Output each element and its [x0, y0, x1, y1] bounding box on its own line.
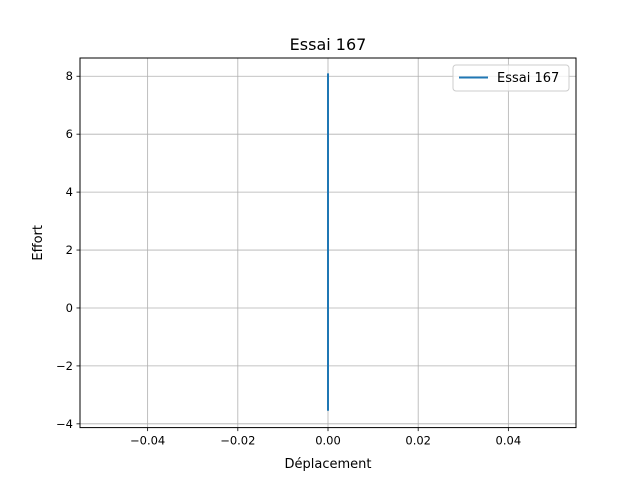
y-tick-label: −4	[56, 417, 73, 431]
x-axis-label: Déplacement	[285, 457, 372, 472]
legend: Essai 167	[452, 64, 570, 92]
y-tick-label: 2	[66, 243, 73, 257]
y-tick-label: 0	[66, 301, 73, 315]
y-tick-label: −2	[56, 359, 73, 373]
axis-ticks: −0.04 −0.02 0.00 0.02 0.04 −4 −2 0 2 4 6 8	[56, 69, 521, 447]
y-tick-label: 4	[66, 185, 73, 199]
legend-box	[452, 64, 570, 92]
x-tick-label: −0.04	[130, 434, 165, 448]
chart-title: Essai 167	[290, 35, 367, 54]
y-axis-label: Effort	[31, 225, 46, 261]
x-tick-label: 0.04	[496, 434, 522, 448]
y-tick-label: 8	[66, 69, 73, 83]
x-tick-label: −0.02	[220, 434, 255, 448]
x-tick-label: 0.00	[315, 434, 341, 448]
y-tick-label: 6	[66, 127, 73, 141]
x-tick-label: 0.02	[405, 434, 431, 448]
legend-label-essai-167: Essai 167	[497, 71, 559, 86]
